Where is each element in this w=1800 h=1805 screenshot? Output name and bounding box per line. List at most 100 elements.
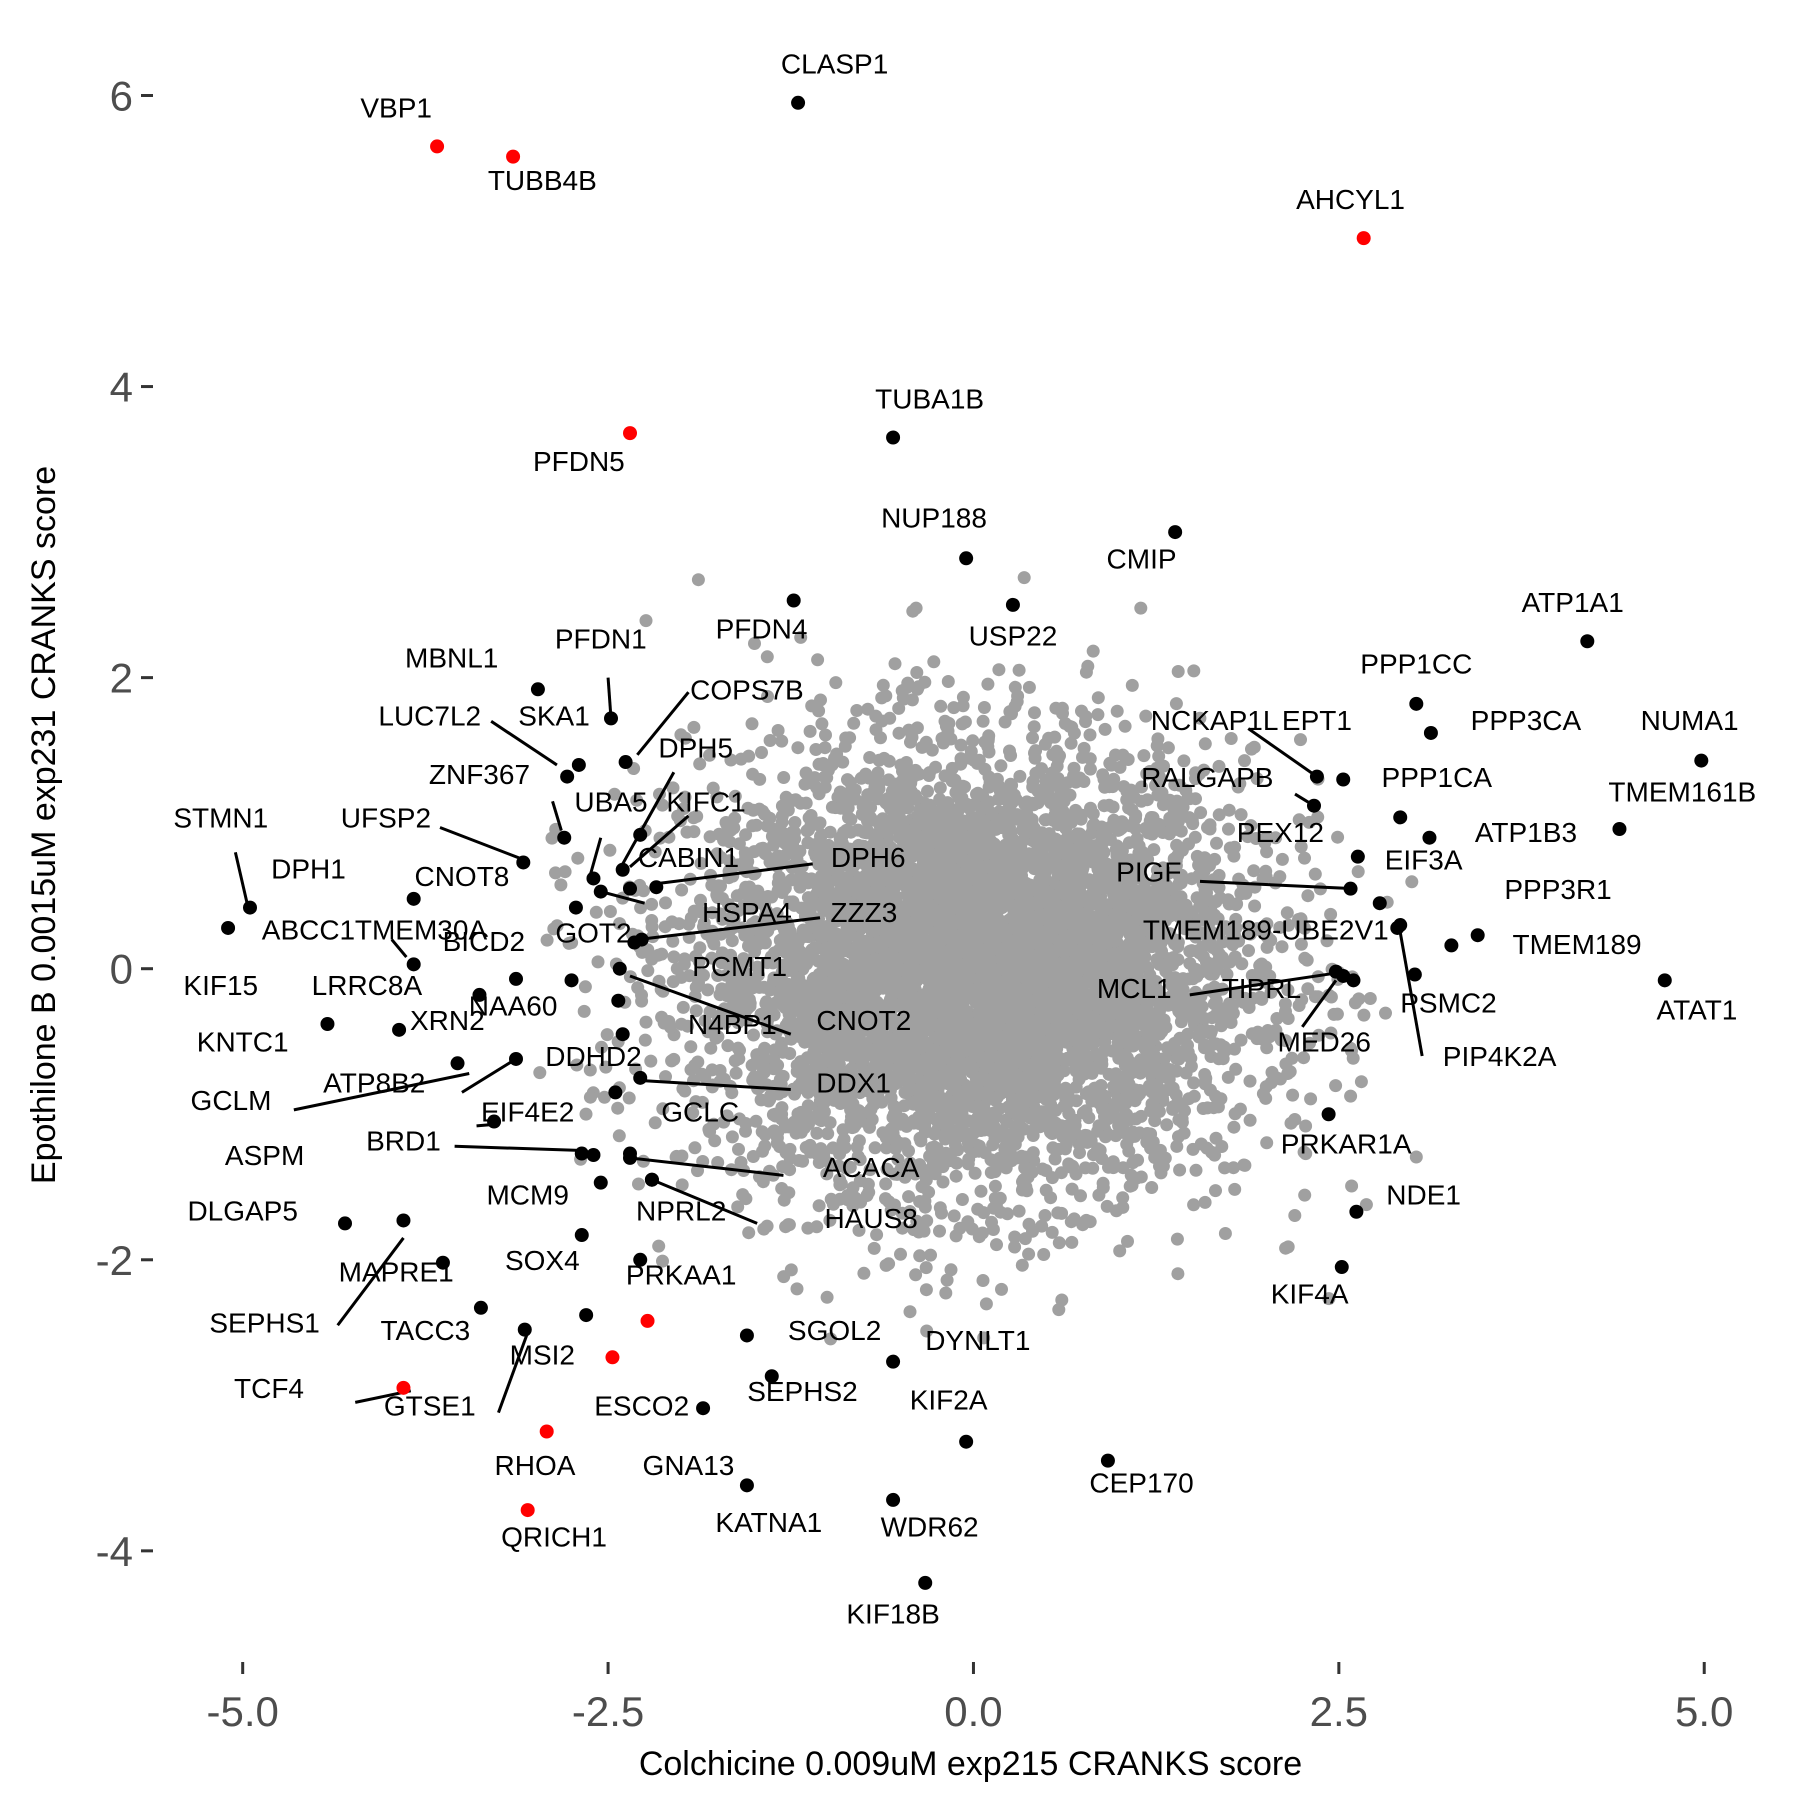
- background-point: [872, 753, 886, 767]
- background-point: [895, 1221, 909, 1235]
- background-point: [1026, 731, 1039, 745]
- background-point: [1208, 852, 1222, 866]
- background-point: [933, 781, 947, 795]
- background-point: [1345, 1179, 1359, 1193]
- background-point: [1042, 731, 1056, 745]
- background-point: [1299, 1147, 1313, 1161]
- background-point: [909, 1097, 923, 1111]
- background-point: [913, 1249, 927, 1263]
- background-point: [732, 1142, 745, 1156]
- background-point: [755, 746, 768, 759]
- background-point: [847, 716, 861, 730]
- background-point: [829, 676, 843, 690]
- background-point: [909, 601, 923, 615]
- background-point: [1061, 1131, 1074, 1145]
- background-point: [933, 1224, 946, 1238]
- background-point: [821, 881, 835, 895]
- background-point: [578, 980, 592, 994]
- background-point: [1126, 1065, 1140, 1079]
- background-point: [1041, 787, 1055, 801]
- background-point: [892, 701, 906, 715]
- background-point: [1161, 741, 1175, 755]
- background-point: [659, 896, 672, 910]
- background-point: [861, 702, 875, 716]
- background-point: [689, 1004, 703, 1018]
- background-point: [1281, 983, 1295, 997]
- background-point: [1036, 1162, 1049, 1176]
- background-point: [920, 1214, 934, 1228]
- background-point: [1199, 955, 1213, 969]
- background-point: [982, 745, 996, 759]
- background-point: [1027, 720, 1041, 734]
- background-point: [690, 809, 704, 823]
- background-point: [902, 1190, 916, 1204]
- background-point: [1222, 803, 1236, 817]
- background-point: [1186, 1142, 1200, 1156]
- background-point: [684, 1040, 698, 1054]
- background-point: [1196, 1102, 1210, 1115]
- background-point: [549, 866, 562, 880]
- background-point: [1012, 1204, 1026, 1218]
- background-point: [1150, 739, 1164, 753]
- background-point: [558, 865, 572, 879]
- background-point: [1131, 1153, 1145, 1167]
- background-point: [1003, 744, 1016, 758]
- background-point: [981, 677, 995, 691]
- background-point: [994, 759, 1008, 773]
- background-point: [1064, 1215, 1078, 1229]
- background-point: [711, 1156, 725, 1169]
- background-point: [745, 717, 759, 731]
- background-point: [775, 734, 789, 748]
- background-point: [704, 1041, 718, 1055]
- background-point: [927, 655, 941, 669]
- background-point: [826, 1197, 840, 1211]
- background-point: [1076, 750, 1089, 764]
- background-point: [857, 1266, 871, 1280]
- background-point: [1129, 811, 1142, 825]
- background-point: [1113, 1244, 1127, 1258]
- background-point: [949, 1229, 963, 1243]
- background-point: [591, 955, 605, 969]
- background-point: [936, 1175, 950, 1189]
- background-point: [1028, 746, 1041, 760]
- background-point: [903, 1305, 917, 1319]
- background-point: [811, 653, 825, 667]
- background-point: [1210, 836, 1223, 850]
- background-point: [968, 1166, 982, 1180]
- background-point: [644, 1054, 658, 1068]
- background-point: [909, 1268, 923, 1282]
- background-point: [945, 761, 959, 775]
- background-point: [1182, 837, 1195, 851]
- background-point: [824, 1332, 838, 1346]
- background-point: [979, 1297, 993, 1311]
- background-point: [940, 1273, 954, 1287]
- background-point: [1022, 1217, 1036, 1231]
- background-point: [1214, 1019, 1228, 1033]
- background-point: [1120, 784, 1134, 798]
- background-point: [747, 1028, 760, 1042]
- background-point: [1096, 1181, 1110, 1195]
- background-point: [1331, 830, 1345, 844]
- background-point: [667, 1052, 681, 1066]
- background-point: [1037, 1248, 1051, 1261]
- background-point: [863, 1120, 876, 1134]
- background-point: [562, 936, 576, 950]
- background-point: [902, 723, 916, 737]
- background-point: [1187, 664, 1201, 678]
- background-point: [879, 1192, 892, 1206]
- background-point: [777, 827, 791, 841]
- background-point: [1298, 851, 1311, 865]
- background-point: [705, 1063, 719, 1077]
- background-point: [888, 657, 902, 671]
- background-point: [688, 1141, 702, 1155]
- background-point: [1008, 1240, 1022, 1254]
- background-point: [608, 787, 621, 801]
- background-point: [1000, 1207, 1014, 1221]
- background-point: [1234, 1033, 1248, 1047]
- background-point: [823, 1213, 837, 1227]
- background-point: [1107, 1101, 1121, 1115]
- background-point: [728, 789, 742, 803]
- background-point: [796, 1154, 810, 1168]
- background-point: [1098, 722, 1112, 736]
- background-point: [1074, 1189, 1087, 1203]
